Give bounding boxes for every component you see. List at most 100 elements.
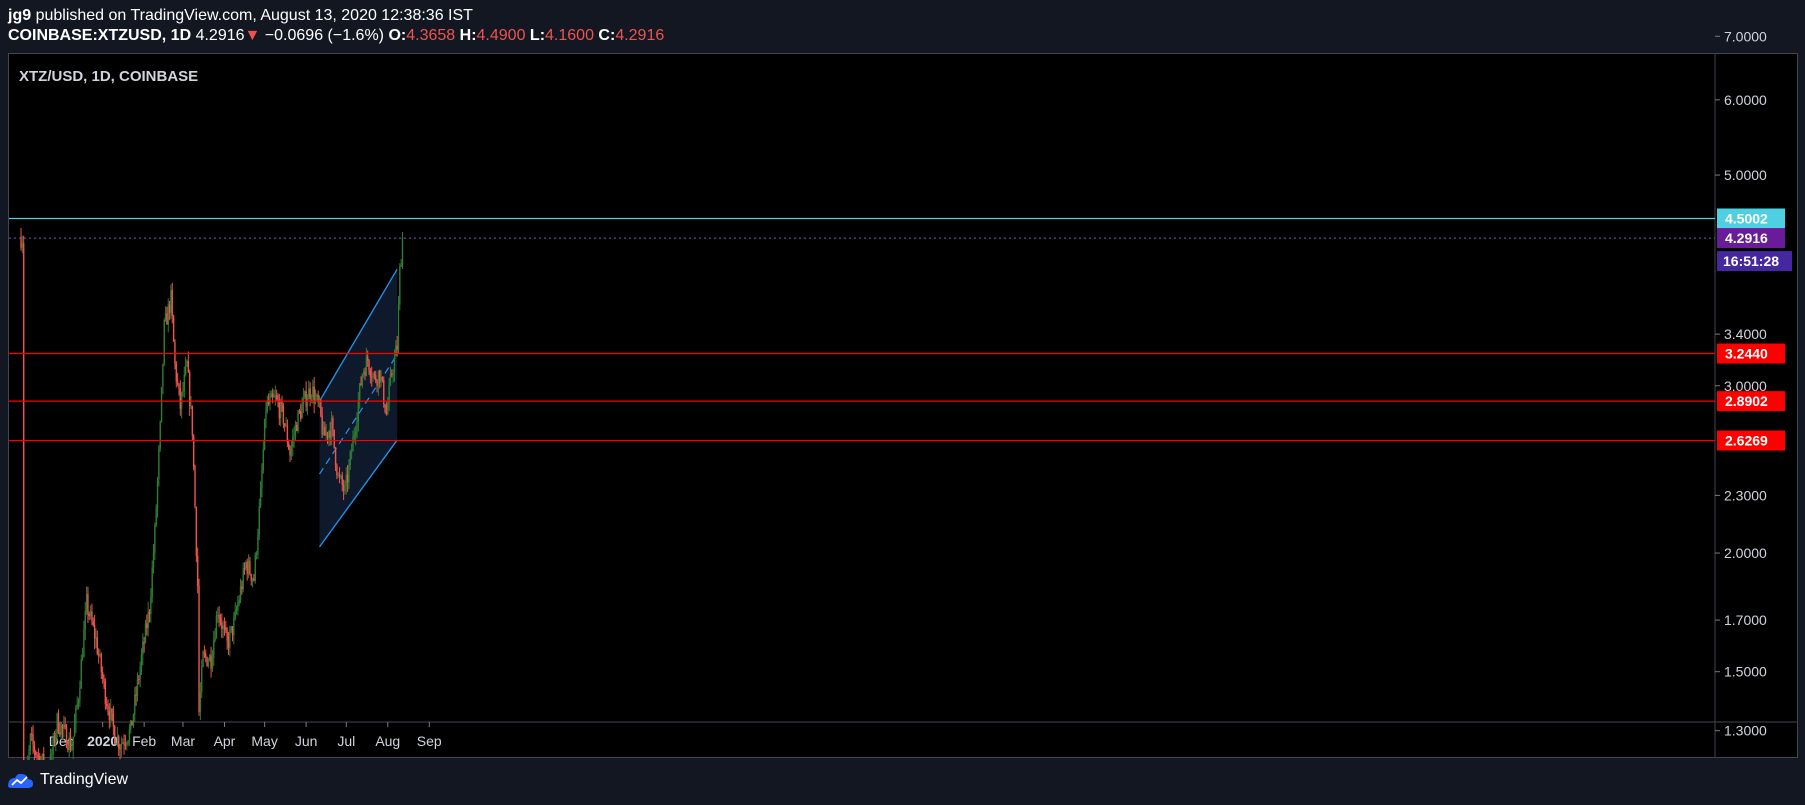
candle-body [158, 448, 160, 480]
candle [87, 586, 89, 624]
candle-body [65, 726, 68, 748]
candle-body [389, 373, 392, 385]
candle [95, 628, 97, 649]
candle [175, 361, 177, 388]
candle-body [92, 621, 94, 625]
candle [358, 382, 361, 409]
candle [253, 573, 255, 582]
candle-body [151, 567, 153, 598]
candle-body [310, 397, 313, 399]
candle-body [171, 289, 173, 316]
footer: TradingView [6, 770, 128, 790]
x-tick-label: Jul [337, 733, 355, 749]
candle [259, 480, 262, 509]
candle [81, 647, 84, 661]
candle-body [85, 594, 88, 611]
candle [385, 402, 388, 416]
candle [79, 680, 81, 708]
candle [269, 390, 271, 411]
countdown-label: 16:51:28 [1723, 253, 1779, 269]
candle-body [191, 405, 194, 436]
candle-body [53, 737, 56, 743]
candle [362, 368, 365, 379]
candle [84, 601, 86, 641]
candle-body [249, 560, 251, 575]
candle-body [28, 749, 30, 760]
candle-body [341, 475, 343, 486]
candle-body [21, 243, 24, 248]
candle [112, 705, 115, 736]
candle-body [111, 708, 113, 714]
candle [131, 720, 133, 726]
candle [37, 748, 40, 760]
candle [22, 235, 25, 760]
candle [214, 628, 216, 643]
candle [372, 372, 374, 382]
candle-body [20, 237, 22, 248]
candle [159, 420, 161, 452]
candle-body [93, 624, 96, 639]
candle-body [203, 651, 206, 654]
candle-body [99, 654, 101, 656]
candle-body [325, 432, 327, 436]
candle [255, 551, 258, 560]
candle [167, 298, 169, 333]
candle [146, 614, 148, 636]
candle [373, 370, 376, 380]
candle [281, 395, 283, 412]
level-price-tag [1717, 208, 1785, 229]
candle-body [39, 755, 41, 760]
candle-body [320, 399, 322, 416]
candle-body [259, 487, 262, 507]
candle [191, 405, 194, 441]
candle [288, 439, 290, 451]
candle-body [222, 625, 224, 630]
candle [257, 528, 259, 560]
candle [377, 370, 380, 396]
candle [105, 696, 108, 710]
candle-body [154, 525, 156, 553]
candle-body [147, 611, 149, 629]
candle-body [275, 395, 278, 399]
publish-info-row: jg9 published on TradingView.com, August… [8, 6, 664, 26]
footer-brand[interactable]: TradingView [40, 771, 129, 788]
candle [381, 376, 384, 383]
candle-body [353, 435, 356, 437]
candle-body [55, 733, 57, 743]
candle [393, 349, 396, 382]
y-tick-label: 3.0000 [1724, 378, 1767, 394]
price-chart[interactable]: 7.0000 6.0000 5.0000 3.4000 3.0000 2.3000 2.00… [0, 0, 1805, 760]
candle-body [238, 600, 240, 604]
candle-body [123, 742, 125, 745]
y-tick-label: 1.7000 [1724, 612, 1767, 628]
publish-header: jg9 published on TradingView.com, August… [8, 6, 664, 46]
candle-body [241, 586, 243, 590]
publisher-name[interactable]: jg9 [8, 7, 32, 24]
candle [150, 588, 152, 623]
candle-body [251, 578, 254, 581]
candle-body [298, 411, 301, 413]
candle-body [184, 365, 187, 375]
tradingview-logo-icon[interactable] [6, 770, 34, 790]
candle-body [209, 655, 211, 662]
candle [330, 411, 333, 446]
candle [92, 617, 94, 627]
y-tick-label: 1.5000 [1724, 664, 1767, 680]
candle [341, 471, 343, 492]
candle-body [179, 388, 181, 409]
candle [329, 421, 331, 446]
candle [302, 388, 305, 413]
candle-body [32, 734, 34, 745]
candle-body [115, 743, 117, 745]
candle-body [329, 431, 331, 438]
candle-body [361, 374, 364, 385]
candle-body [188, 372, 191, 407]
candle-body [170, 289, 172, 313]
candle-body [333, 429, 335, 448]
candle [190, 396, 192, 410]
candle [65, 723, 68, 749]
candle-body [334, 447, 337, 466]
candle-body [22, 243, 25, 760]
candle [328, 429, 330, 447]
candle [155, 504, 157, 528]
